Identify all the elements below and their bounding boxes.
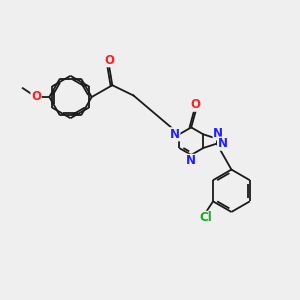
Text: N: N: [213, 127, 223, 140]
Text: O: O: [190, 98, 201, 111]
Text: N: N: [170, 128, 180, 141]
Text: N: N: [218, 137, 228, 150]
Text: N: N: [186, 154, 196, 167]
Text: O: O: [31, 91, 41, 103]
Text: Cl: Cl: [199, 212, 212, 224]
Text: O: O: [104, 54, 114, 67]
